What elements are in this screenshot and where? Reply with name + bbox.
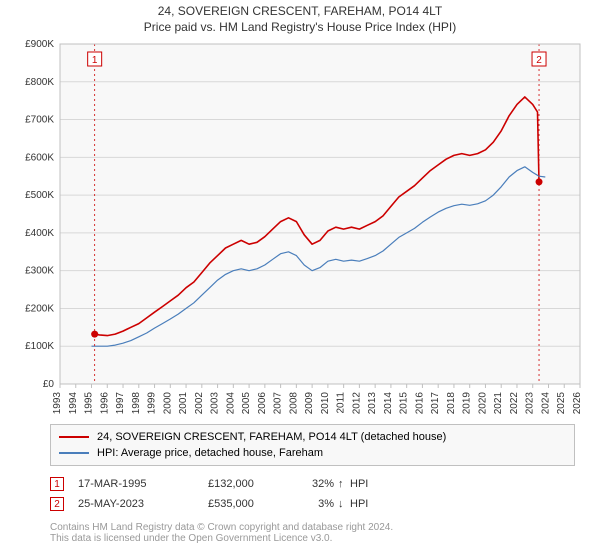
x-tick-label: 2005 [241, 392, 252, 415]
sale-marker-badge: 1 [92, 55, 98, 66]
x-tick-label: 1994 [68, 392, 79, 415]
x-tick-label: 2012 [351, 392, 362, 415]
y-tick-label: £800K [25, 77, 54, 88]
x-tick-label: 1997 [115, 392, 126, 415]
x-tick-label: 1993 [52, 392, 63, 415]
x-tick-label: 2011 [336, 392, 347, 414]
footer-attribution: Contains HM Land Registry data © Crown c… [50, 522, 575, 544]
sale-row: 2 25-MAY-2023£535,0003%↓HPI [50, 494, 600, 514]
y-tick-label: £300K [25, 266, 54, 277]
x-tick-label: 2025 [556, 392, 567, 415]
x-tick-label: 2000 [162, 392, 173, 415]
sale-price: £535,000 [208, 498, 308, 510]
x-tick-label: 2014 [383, 392, 394, 415]
x-tick-label: 2006 [257, 392, 268, 415]
legend-item: 24, SOVEREIGN CRESCENT, FAREHAM, PO14 4L… [59, 429, 566, 445]
x-tick-label: 2003 [210, 392, 221, 415]
sale-diff-percent: 3% [308, 498, 338, 510]
x-tick-label: 2020 [477, 392, 488, 415]
sales-table: 1 17-MAR-1995£132,00032%↑HPI 2 25-MAY-2023£… [50, 474, 600, 514]
x-tick-label: 2016 [414, 392, 425, 415]
x-tick-label: 2021 [493, 392, 504, 415]
x-tick-label: 1995 [84, 392, 95, 415]
x-tick-label: 1999 [147, 392, 158, 415]
legend: 24, SOVEREIGN CRESCENT, FAREHAM, PO14 4L… [50, 424, 575, 466]
x-tick-label: 2017 [430, 392, 441, 415]
x-tick-label: 2010 [320, 392, 331, 415]
y-tick-label: £900K [25, 39, 54, 50]
x-tick-label: 2002 [194, 392, 205, 415]
sale-diff-percent: 32% [308, 478, 338, 490]
x-tick-label: 2009 [304, 392, 315, 415]
sale-diff-label: HPI [350, 478, 368, 490]
y-tick-label: £600K [25, 152, 54, 163]
footer-line1: Contains HM Land Registry data © Crown c… [50, 522, 575, 533]
x-tick-label: 1996 [99, 392, 110, 415]
price-chart: £0 £100K £200K £300K £400K £500K £600K £700K £80… [10, 38, 590, 418]
legend-item: HPI: Average price, detached house, Fare… [59, 445, 566, 461]
sale-diff-label: HPI [350, 498, 368, 510]
x-tick-label: 2013 [367, 392, 378, 415]
x-tick-label: 2024 [540, 392, 551, 415]
y-tick-label: £100K [25, 341, 54, 352]
title-line2: Price paid vs. HM Land Registry's House … [0, 20, 600, 34]
legend-swatch [59, 452, 89, 454]
y-tick-label: £400K [25, 228, 54, 239]
sale-badge: 2 [50, 497, 64, 511]
x-tick-label: 2022 [509, 392, 520, 415]
x-tick-label: 2015 [399, 392, 410, 415]
arrow-icon: ↑ [338, 478, 350, 490]
y-tick-label: £500K [25, 190, 54, 201]
sale-row: 1 17-MAR-1995£132,00032%↑HPI [50, 474, 600, 494]
x-tick-label: 2023 [525, 392, 536, 415]
x-tick-label: 2007 [273, 392, 284, 415]
x-tick-label: 2004 [225, 392, 236, 415]
x-tick-label: 1998 [131, 392, 142, 415]
sale-price: £132,000 [208, 478, 308, 490]
x-tick-label: 2001 [178, 392, 189, 415]
y-tick-label: £700K [25, 115, 54, 126]
arrow-icon: ↓ [338, 498, 350, 510]
legend-label: HPI: Average price, detached house, Fare… [97, 447, 323, 459]
sale-marker-dot [536, 178, 543, 185]
x-tick-label: 2018 [446, 392, 457, 415]
y-tick-label: £0 [43, 379, 55, 390]
x-tick-label: 2008 [288, 392, 299, 415]
y-tick-label: £200K [25, 303, 54, 314]
legend-swatch [59, 436, 89, 438]
sale-marker-dot [91, 331, 98, 338]
sale-date: 25-MAY-2023 [78, 498, 208, 510]
x-tick-label: 2026 [572, 392, 583, 415]
sale-date: 17-MAR-1995 [78, 478, 208, 490]
x-tick-label: 2019 [462, 392, 473, 415]
sale-badge: 1 [50, 477, 64, 491]
footer-line2: This data is licensed under the Open Gov… [50, 533, 575, 544]
sale-marker-badge: 2 [536, 55, 542, 66]
legend-label: 24, SOVEREIGN CRESCENT, FAREHAM, PO14 4L… [97, 431, 446, 443]
title-line1: 24, SOVEREIGN CRESCENT, FAREHAM, PO14 4L… [0, 4, 600, 18]
